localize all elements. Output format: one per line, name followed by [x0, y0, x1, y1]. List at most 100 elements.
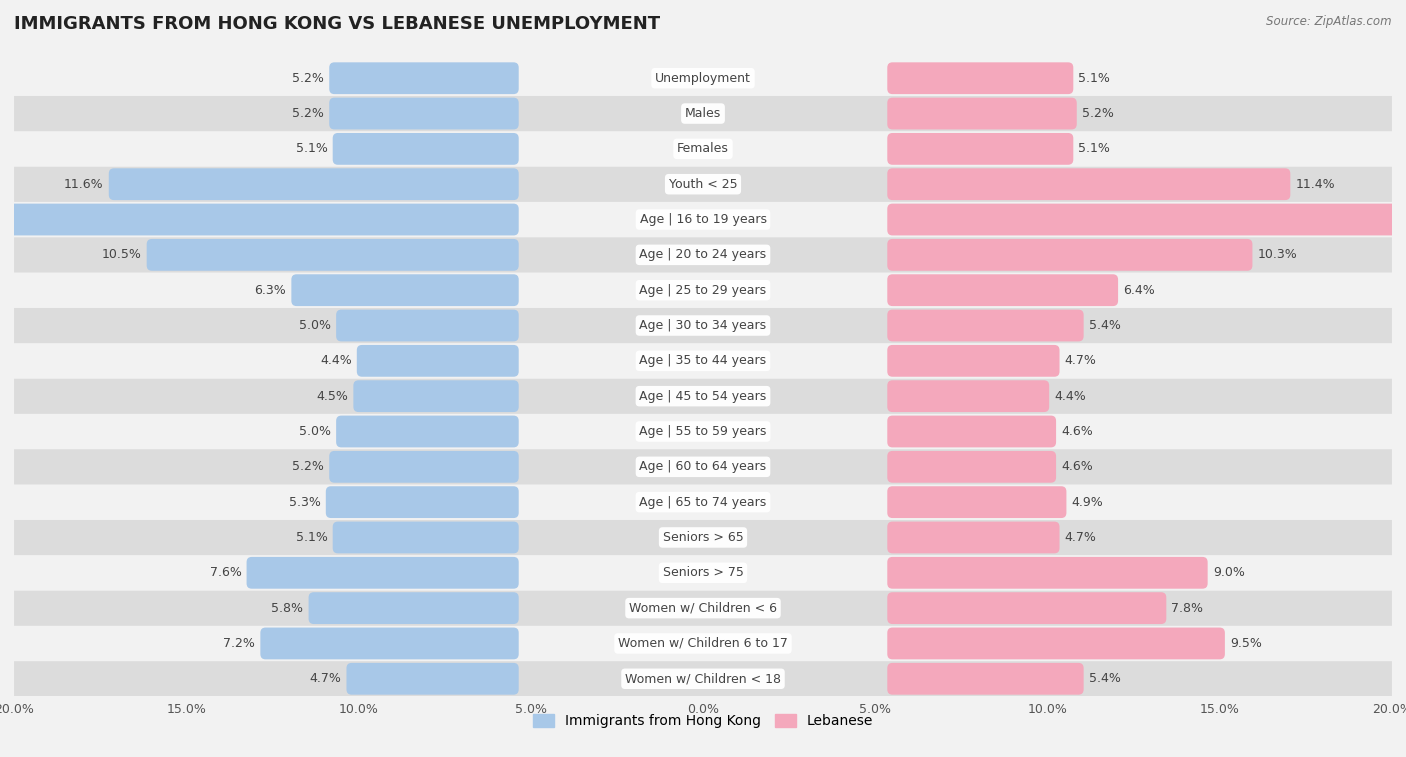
FancyBboxPatch shape [14, 378, 1392, 414]
FancyBboxPatch shape [887, 204, 1406, 235]
FancyBboxPatch shape [887, 628, 1225, 659]
Text: 5.0%: 5.0% [299, 319, 330, 332]
Text: 4.9%: 4.9% [1071, 496, 1104, 509]
Text: 5.2%: 5.2% [292, 107, 323, 120]
Text: Seniors > 75: Seniors > 75 [662, 566, 744, 579]
FancyBboxPatch shape [246, 557, 519, 589]
FancyBboxPatch shape [14, 555, 1392, 590]
FancyBboxPatch shape [14, 414, 1392, 449]
FancyBboxPatch shape [346, 663, 519, 695]
Text: Seniors > 65: Seniors > 65 [662, 531, 744, 544]
FancyBboxPatch shape [333, 522, 519, 553]
FancyBboxPatch shape [14, 237, 1392, 273]
FancyBboxPatch shape [887, 310, 1084, 341]
FancyBboxPatch shape [291, 274, 519, 306]
FancyBboxPatch shape [887, 592, 1167, 624]
Text: Source: ZipAtlas.com: Source: ZipAtlas.com [1267, 15, 1392, 28]
FancyBboxPatch shape [329, 451, 519, 483]
FancyBboxPatch shape [260, 628, 519, 659]
Text: 4.7%: 4.7% [1064, 354, 1097, 367]
FancyBboxPatch shape [14, 484, 1392, 520]
Text: Unemployment: Unemployment [655, 72, 751, 85]
FancyBboxPatch shape [887, 486, 1066, 518]
FancyBboxPatch shape [887, 274, 1118, 306]
FancyBboxPatch shape [14, 131, 1392, 167]
Text: 4.6%: 4.6% [1062, 425, 1092, 438]
Text: 5.0%: 5.0% [299, 425, 330, 438]
Text: Age | 55 to 59 years: Age | 55 to 59 years [640, 425, 766, 438]
FancyBboxPatch shape [14, 343, 1392, 378]
FancyBboxPatch shape [353, 380, 519, 412]
Text: Age | 16 to 19 years: Age | 16 to 19 years [640, 213, 766, 226]
Text: 5.1%: 5.1% [1078, 72, 1111, 85]
Text: Age | 45 to 54 years: Age | 45 to 54 years [640, 390, 766, 403]
FancyBboxPatch shape [329, 98, 519, 129]
FancyBboxPatch shape [336, 416, 519, 447]
Text: 7.8%: 7.8% [1171, 602, 1204, 615]
FancyBboxPatch shape [14, 590, 1392, 626]
FancyBboxPatch shape [14, 273, 1392, 308]
Text: Age | 25 to 29 years: Age | 25 to 29 years [640, 284, 766, 297]
Text: 4.7%: 4.7% [309, 672, 342, 685]
Legend: Immigrants from Hong Kong, Lebanese: Immigrants from Hong Kong, Lebanese [527, 709, 879, 734]
FancyBboxPatch shape [887, 663, 1084, 695]
Text: 6.4%: 6.4% [1123, 284, 1154, 297]
FancyBboxPatch shape [146, 239, 519, 271]
FancyBboxPatch shape [357, 345, 519, 377]
Text: Women w/ Children < 18: Women w/ Children < 18 [626, 672, 780, 685]
FancyBboxPatch shape [887, 345, 1060, 377]
FancyBboxPatch shape [14, 449, 1392, 484]
FancyBboxPatch shape [14, 202, 1392, 237]
Text: 9.5%: 9.5% [1230, 637, 1263, 650]
Text: 4.5%: 4.5% [316, 390, 349, 403]
FancyBboxPatch shape [887, 380, 1049, 412]
Text: 5.4%: 5.4% [1088, 672, 1121, 685]
Text: 5.1%: 5.1% [295, 531, 328, 544]
Text: 4.6%: 4.6% [1062, 460, 1092, 473]
FancyBboxPatch shape [14, 308, 1392, 343]
Text: 5.8%: 5.8% [271, 602, 304, 615]
FancyBboxPatch shape [887, 168, 1291, 200]
Text: 5.2%: 5.2% [292, 460, 323, 473]
Text: Age | 65 to 74 years: Age | 65 to 74 years [640, 496, 766, 509]
Text: 10.5%: 10.5% [101, 248, 142, 261]
Text: 5.3%: 5.3% [288, 496, 321, 509]
FancyBboxPatch shape [887, 133, 1073, 165]
Text: 9.0%: 9.0% [1213, 566, 1244, 579]
Text: IMMIGRANTS FROM HONG KONG VS LEBANESE UNEMPLOYMENT: IMMIGRANTS FROM HONG KONG VS LEBANESE UN… [14, 15, 661, 33]
FancyBboxPatch shape [14, 61, 1392, 96]
Text: 7.2%: 7.2% [224, 637, 256, 650]
Text: 10.3%: 10.3% [1257, 248, 1298, 261]
FancyBboxPatch shape [887, 62, 1073, 94]
FancyBboxPatch shape [108, 168, 519, 200]
Text: Age | 20 to 24 years: Age | 20 to 24 years [640, 248, 766, 261]
Text: Females: Females [678, 142, 728, 155]
Text: 11.4%: 11.4% [1295, 178, 1336, 191]
FancyBboxPatch shape [0, 204, 519, 235]
FancyBboxPatch shape [14, 520, 1392, 555]
Text: 5.4%: 5.4% [1088, 319, 1121, 332]
Text: 11.6%: 11.6% [65, 178, 104, 191]
FancyBboxPatch shape [887, 98, 1077, 129]
FancyBboxPatch shape [14, 661, 1392, 696]
FancyBboxPatch shape [308, 592, 519, 624]
Text: Women w/ Children 6 to 17: Women w/ Children 6 to 17 [619, 637, 787, 650]
Text: Age | 35 to 44 years: Age | 35 to 44 years [640, 354, 766, 367]
FancyBboxPatch shape [326, 486, 519, 518]
Text: 4.4%: 4.4% [321, 354, 352, 367]
Text: Youth < 25: Youth < 25 [669, 178, 737, 191]
FancyBboxPatch shape [887, 416, 1056, 447]
FancyBboxPatch shape [14, 96, 1392, 131]
Text: Women w/ Children < 6: Women w/ Children < 6 [628, 602, 778, 615]
Text: 6.3%: 6.3% [254, 284, 287, 297]
Text: Age | 30 to 34 years: Age | 30 to 34 years [640, 319, 766, 332]
FancyBboxPatch shape [887, 239, 1253, 271]
Text: 5.1%: 5.1% [1078, 142, 1111, 155]
Text: 7.6%: 7.6% [209, 566, 242, 579]
Text: 4.4%: 4.4% [1054, 390, 1085, 403]
Text: 5.2%: 5.2% [1083, 107, 1114, 120]
Text: 4.7%: 4.7% [1064, 531, 1097, 544]
Text: 5.1%: 5.1% [295, 142, 328, 155]
FancyBboxPatch shape [333, 133, 519, 165]
Text: 5.2%: 5.2% [292, 72, 323, 85]
